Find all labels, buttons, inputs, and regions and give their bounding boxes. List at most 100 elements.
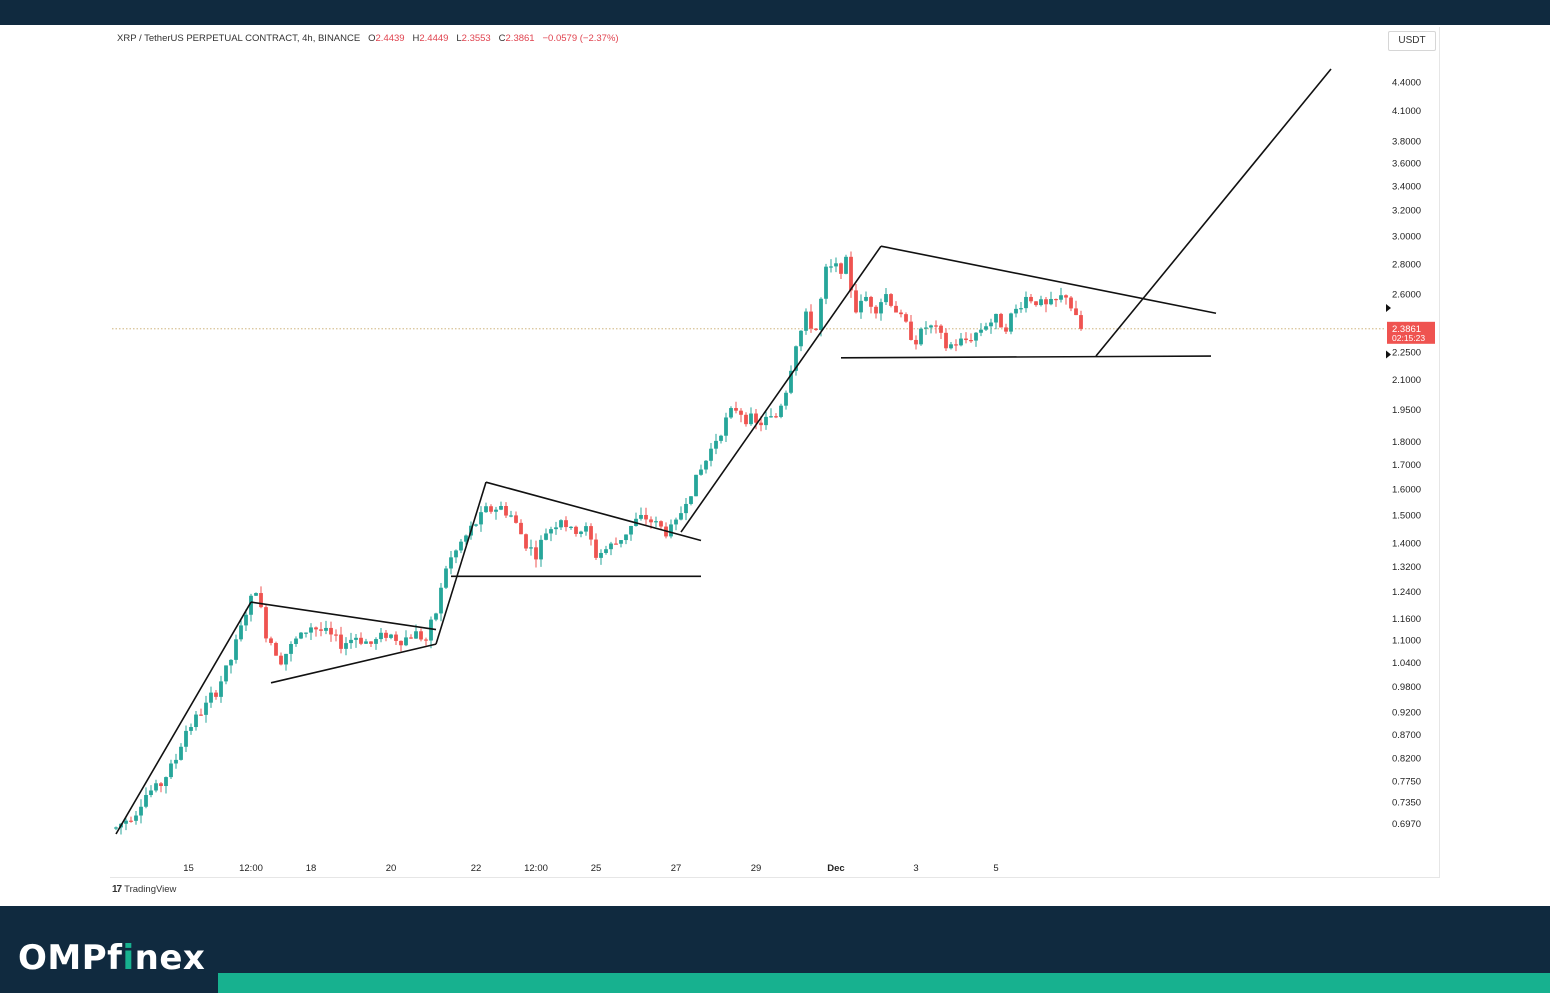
candle[interactable] [679, 506, 683, 521]
candle[interactable] [404, 630, 408, 647]
candle[interactable] [419, 628, 423, 642]
candle[interactable] [1034, 301, 1038, 307]
candle[interactable] [869, 295, 873, 314]
candle[interactable] [439, 583, 443, 622]
candle[interactable] [474, 523, 478, 527]
candle[interactable] [704, 460, 708, 474]
candle[interactable] [819, 297, 823, 337]
candle[interactable] [124, 818, 128, 831]
candle[interactable] [699, 464, 703, 476]
candle[interactable] [964, 332, 968, 344]
candle[interactable] [159, 782, 163, 793]
candle[interactable] [799, 330, 803, 352]
candle[interactable] [389, 633, 393, 640]
candle[interactable] [944, 328, 948, 352]
candle[interactable] [484, 502, 488, 513]
candle[interactable] [209, 686, 213, 708]
candle[interactable] [234, 634, 238, 664]
candle[interactable] [994, 313, 998, 330]
candle[interactable] [494, 506, 498, 520]
candle[interactable] [729, 406, 733, 419]
candle[interactable] [434, 612, 438, 622]
candle[interactable] [164, 776, 168, 794]
candle[interactable] [339, 626, 343, 654]
candle[interactable] [299, 631, 303, 640]
candle[interactable] [374, 637, 378, 650]
trendline-pennant-1-upper[interactable] [250, 601, 437, 631]
candle[interactable] [284, 653, 288, 671]
candle[interactable] [364, 638, 368, 644]
candle[interactable] [464, 534, 468, 545]
candlestick-chart[interactable]: 4.4000 4.1000 3.8000 3.6000 3.4000 3.2000 3.00… [0, 0, 1550, 900]
candle[interactable] [899, 309, 903, 318]
candle[interactable] [524, 533, 528, 551]
candle[interactable] [874, 305, 878, 319]
candle[interactable] [939, 324, 943, 339]
candle[interactable] [984, 322, 988, 332]
candle[interactable] [594, 533, 598, 560]
candle[interactable] [584, 522, 588, 536]
candle[interactable] [734, 401, 738, 414]
candle[interactable] [694, 474, 698, 497]
candle[interactable] [509, 510, 513, 518]
candle[interactable] [749, 407, 753, 426]
candle[interactable] [789, 365, 793, 395]
candle[interactable] [514, 511, 518, 524]
candle[interactable] [709, 443, 713, 467]
candle[interactable] [114, 826, 118, 831]
candle[interactable] [214, 690, 218, 700]
candle[interactable] [309, 623, 313, 640]
candle[interactable] [519, 519, 523, 535]
candle[interactable] [564, 516, 568, 532]
candle[interactable] [384, 630, 388, 642]
candle[interactable] [534, 540, 538, 568]
candle[interactable] [479, 506, 483, 532]
candle[interactable] [199, 708, 203, 716]
candle[interactable] [239, 618, 243, 642]
candle[interactable] [859, 294, 863, 319]
candle[interactable] [1074, 300, 1078, 316]
candle[interactable] [934, 320, 938, 334]
candle[interactable] [1029, 293, 1033, 304]
candle[interactable] [204, 695, 208, 723]
trendline-pole-3[interactable] [680, 245, 882, 533]
candle[interactable] [949, 341, 953, 350]
candle[interactable] [179, 743, 183, 761]
candle[interactable] [369, 641, 373, 648]
candle[interactable] [909, 315, 913, 341]
candle[interactable] [784, 390, 788, 410]
candle[interactable] [349, 632, 353, 649]
candle[interactable] [574, 525, 578, 537]
candle[interactable] [319, 622, 323, 637]
candle[interactable] [454, 549, 458, 564]
candle[interactable] [779, 403, 783, 419]
candle[interactable] [839, 262, 843, 279]
candle[interactable] [614, 537, 618, 545]
candle[interactable] [424, 637, 428, 646]
candle[interactable] [559, 519, 563, 531]
candle[interactable] [254, 592, 258, 596]
candle[interactable] [184, 725, 188, 753]
candle[interactable] [489, 504, 493, 514]
candle[interactable] [604, 545, 608, 555]
candle[interactable] [314, 626, 318, 637]
candle[interactable] [1064, 294, 1068, 305]
candle[interactable] [1079, 310, 1083, 331]
candle[interactable] [154, 779, 158, 793]
candle[interactable] [864, 291, 868, 302]
candle[interactable] [714, 433, 718, 455]
candle[interactable] [719, 434, 723, 444]
candle[interactable] [554, 521, 558, 535]
candle[interactable] [324, 620, 328, 635]
candle[interactable] [834, 257, 838, 273]
candle[interactable] [444, 565, 448, 590]
candle[interactable] [659, 520, 663, 531]
candle[interactable] [504, 502, 508, 519]
candle[interactable] [1014, 304, 1018, 318]
candle[interactable] [1039, 295, 1043, 307]
candle[interactable] [774, 413, 778, 419]
candle[interactable] [359, 632, 363, 646]
candle[interactable] [579, 530, 583, 538]
candle[interactable] [344, 637, 348, 656]
candle[interactable] [1069, 295, 1073, 312]
